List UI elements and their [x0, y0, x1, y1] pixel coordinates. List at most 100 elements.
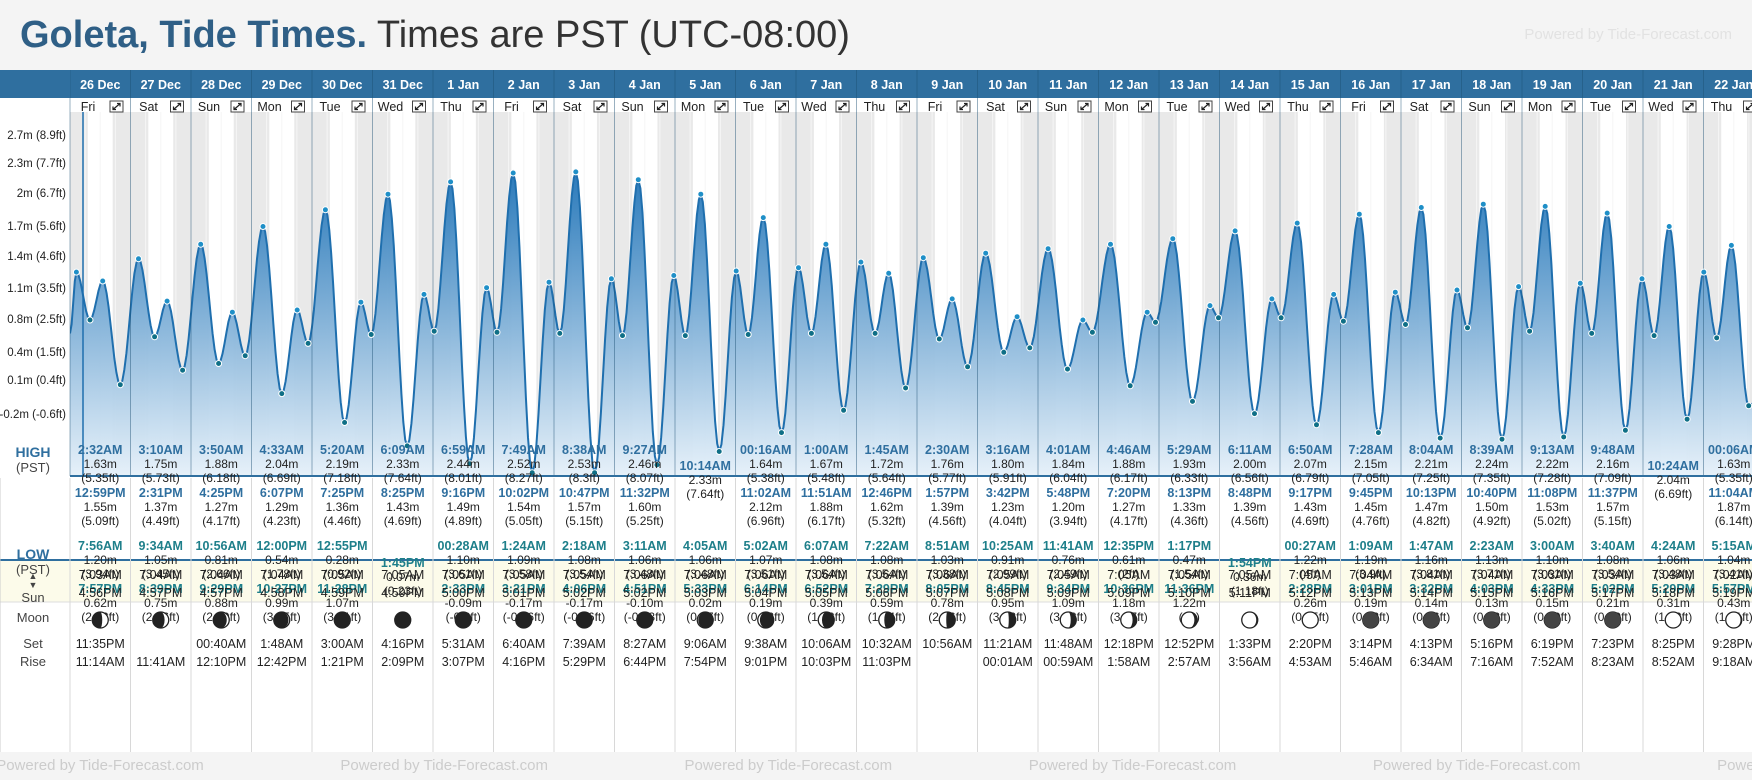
sunset-time: 5:12PM: [1289, 586, 1332, 600]
high-tide-meters: 1.47m: [1415, 500, 1448, 514]
high-tide-feet: (6.17ft): [807, 514, 845, 528]
high-tide-feet: (4.56ft): [928, 514, 966, 528]
expand-icon[interactable]: [472, 100, 487, 113]
low-tide-feet: (2.99ft): [989, 567, 1027, 581]
expand-icon[interactable]: [1622, 100, 1636, 113]
moon-phase-icon: [938, 611, 956, 629]
low-tide-meters: 0.88m: [205, 596, 238, 610]
expand-icon[interactable]: [109, 100, 124, 113]
high-tide-point: [1603, 209, 1611, 217]
moonrise-time: 7:54PM: [684, 655, 727, 669]
moon-shadow: [1604, 612, 1621, 628]
high-tide-point: [1700, 268, 1708, 276]
high-tide-point: [759, 214, 767, 222]
expand-icon[interactable]: [1561, 100, 1576, 113]
low-tide-time: 12:55PM: [317, 539, 368, 553]
high-tide-meters: 2.21m: [1415, 457, 1448, 471]
weekday-label: Mon: [681, 100, 705, 114]
high-tide-feet: (4.56ft): [1231, 514, 1269, 528]
expand-icon[interactable]: [1198, 100, 1213, 113]
moonrise-time: 11:14AM: [76, 655, 125, 669]
expand-icon[interactable]: [775, 100, 789, 113]
expand-icon[interactable]: [654, 100, 668, 113]
low-tide-time: 8:05PM: [925, 582, 969, 596]
sunset-time: 5:02PM: [623, 586, 666, 600]
expand-icon[interactable]: [714, 100, 729, 113]
expand-icon[interactable]: [1077, 100, 1092, 113]
expand-icon[interactable]: [1017, 100, 1031, 113]
low-tide-time: 9:34PM: [1046, 582, 1090, 596]
low-tide-point: [493, 328, 501, 336]
low-tide-point: [935, 335, 943, 343]
sunrise-time: 7:05AM: [563, 568, 606, 582]
expand-icon[interactable]: [835, 100, 850, 113]
high-tide-time: 1:00AM: [804, 443, 848, 457]
low-tide-point: [1064, 365, 1071, 373]
expand-icon[interactable]: [533, 100, 547, 113]
low-tide-meters: 0.76m: [1052, 553, 1085, 567]
moonset-time: 10:06AM: [801, 637, 851, 651]
moon-phase-icon: [575, 611, 593, 629]
weekday-cell: [1705, 100, 1752, 112]
low-tide-point: [1189, 397, 1196, 405]
low-tide-point: [1126, 382, 1134, 390]
expand-icon[interactable]: [351, 100, 366, 113]
low-tide-time: 5:02PM: [1591, 582, 1635, 596]
high-tide-meters: 1.62m: [870, 500, 903, 514]
high-tide-meters: 2.44m: [447, 457, 480, 471]
expand-icon[interactable]: [1682, 100, 1697, 113]
low-tide-point: [1339, 317, 1347, 325]
high-tide-time: 12:59PM: [75, 486, 126, 500]
expand-icon[interactable]: [1501, 100, 1515, 113]
expand-icon[interactable]: [956, 100, 971, 113]
expand-icon[interactable]: [412, 100, 426, 113]
sun-toggle-icon[interactable]: ▲ ▼: [28, 571, 38, 590]
moonrise-time: 5:46AM: [1349, 655, 1392, 669]
sunrise-time: 7:03AM: [1591, 568, 1634, 582]
y-axis-label: -0.2m (-0.6ft): [0, 409, 66, 421]
moonrise-time: 7:52AM: [1531, 655, 1574, 669]
high-tide-time: 6:59AM: [441, 443, 485, 457]
y-axis-label: 1.1m (3.5ft): [7, 283, 66, 295]
sunset-time: 5:16PM: [1531, 586, 1574, 600]
moonrise-time: 4:16PM: [502, 655, 545, 669]
weekday-label: Thu: [864, 100, 886, 114]
expand-icon[interactable]: [1743, 100, 1752, 113]
date-label: 10 Jan: [988, 78, 1027, 92]
expand-icon[interactable]: [1259, 100, 1273, 113]
moonrise-time: 3:07PM: [442, 655, 485, 669]
expand-icon[interactable]: [230, 100, 245, 113]
expand-icon[interactable]: [1319, 100, 1334, 113]
moon-shadow: [273, 612, 289, 628]
high-tide-time: 4:46AM: [1107, 443, 1151, 457]
high-tide-feet: (4.46ft): [323, 514, 361, 528]
date-label: 4 Jan: [629, 78, 661, 92]
low-tide-point: [116, 381, 124, 389]
expand-icon[interactable]: [1380, 100, 1394, 113]
low-tide-point: [840, 406, 848, 414]
expand-icon[interactable]: [593, 100, 608, 113]
low-tide-time: 4:51PM: [623, 582, 667, 596]
moonset-time: 7:23PM: [1591, 637, 1634, 651]
low-tide-feet: (3.48ft): [1654, 567, 1692, 581]
expand-arrow: [656, 102, 666, 111]
high-tide-point: [1417, 204, 1425, 211]
expand-icon[interactable]: [291, 100, 305, 113]
expand-icon[interactable]: [170, 100, 184, 113]
expand-icon[interactable]: [1440, 100, 1455, 113]
sunrise-time: 7:06AM: [926, 568, 969, 582]
low-tide-meters: 0.19m: [749, 596, 782, 610]
expand-icon[interactable]: [896, 100, 910, 113]
tide-chart: 2.7m (8.9ft) 2.3m (7.7ft) 2m (6.7ft) 1.7m (…: [0, 70, 1752, 752]
high-tide-meters: 1.45m: [1354, 500, 1387, 514]
moonset-time: 8:27AM: [623, 637, 666, 651]
expand-arrow: [777, 102, 787, 111]
sunrise-time: 7:05AM: [442, 568, 485, 582]
moon-shadow: [213, 612, 227, 628]
expand-icon[interactable]: [1138, 100, 1152, 113]
high-tide-time: 7:20PM: [1107, 486, 1151, 500]
moonset-time: 9:06AM: [684, 637, 727, 651]
high-tide-time: 00:16AM: [740, 443, 791, 457]
high-tide-point: [384, 190, 392, 198]
low-tide-point: [1713, 334, 1721, 342]
